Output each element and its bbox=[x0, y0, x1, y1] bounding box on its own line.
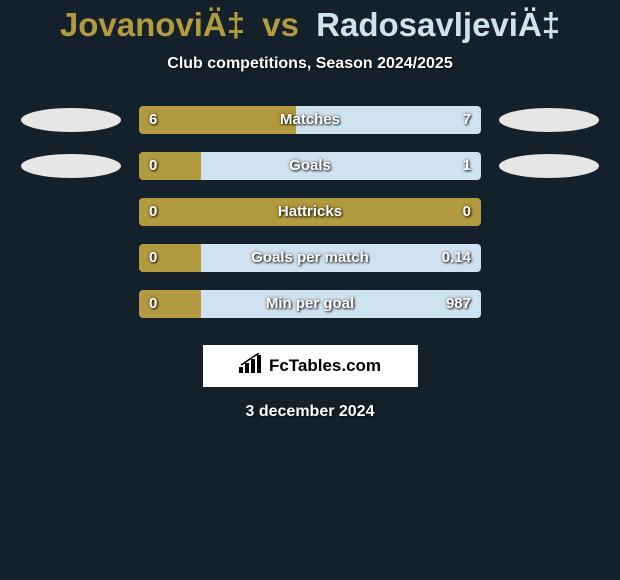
comparison-container: JovanoviÄ‡ vs RadosavljeviÄ‡ Club compet… bbox=[0, 0, 620, 421]
player2-photo bbox=[499, 154, 599, 178]
stat-row: 67Matches bbox=[0, 97, 620, 143]
chart-icon bbox=[239, 353, 263, 378]
subtitle: Club competitions, Season 2024/2025 bbox=[0, 55, 620, 73]
stat-bar: 01Goals bbox=[139, 152, 481, 180]
stat-row: 00.14Goals per match bbox=[0, 235, 620, 281]
player1-photo bbox=[21, 154, 121, 178]
stat-row: 0987Min per goal bbox=[0, 281, 620, 327]
stat-label: Goals per match bbox=[139, 244, 481, 272]
stat-label: Hattricks bbox=[139, 198, 481, 226]
stat-row: 00Hattricks bbox=[0, 189, 620, 235]
stat-bar: 0987Min per goal bbox=[139, 290, 481, 318]
stat-label: Min per goal bbox=[139, 290, 481, 318]
player1-photo bbox=[21, 108, 121, 132]
footer-logo-text: FcTables.com bbox=[269, 356, 381, 376]
stat-row: 01Goals bbox=[0, 143, 620, 189]
footer-date: 3 december 2024 bbox=[0, 403, 620, 421]
title-vs: vs bbox=[262, 6, 299, 43]
stats-rows: 67Matches 01Goals 00Hattricks 00.14Goals pe… bbox=[0, 97, 620, 327]
stat-bar: 67Matches bbox=[139, 106, 481, 134]
stat-bar: 00.14Goals per match bbox=[139, 244, 481, 272]
title-player2: RadosavljeviÄ‡ bbox=[316, 6, 560, 43]
stat-bar: 00Hattricks bbox=[139, 198, 481, 226]
title-player1: JovanoviÄ‡ bbox=[60, 6, 245, 43]
stat-label: Matches bbox=[139, 106, 481, 134]
stat-label: Goals bbox=[139, 152, 481, 180]
player2-photo bbox=[499, 108, 599, 132]
page-title: JovanoviÄ‡ vs RadosavljeviÄ‡ bbox=[0, 4, 620, 47]
footer-logo: FcTables.com bbox=[203, 345, 418, 387]
